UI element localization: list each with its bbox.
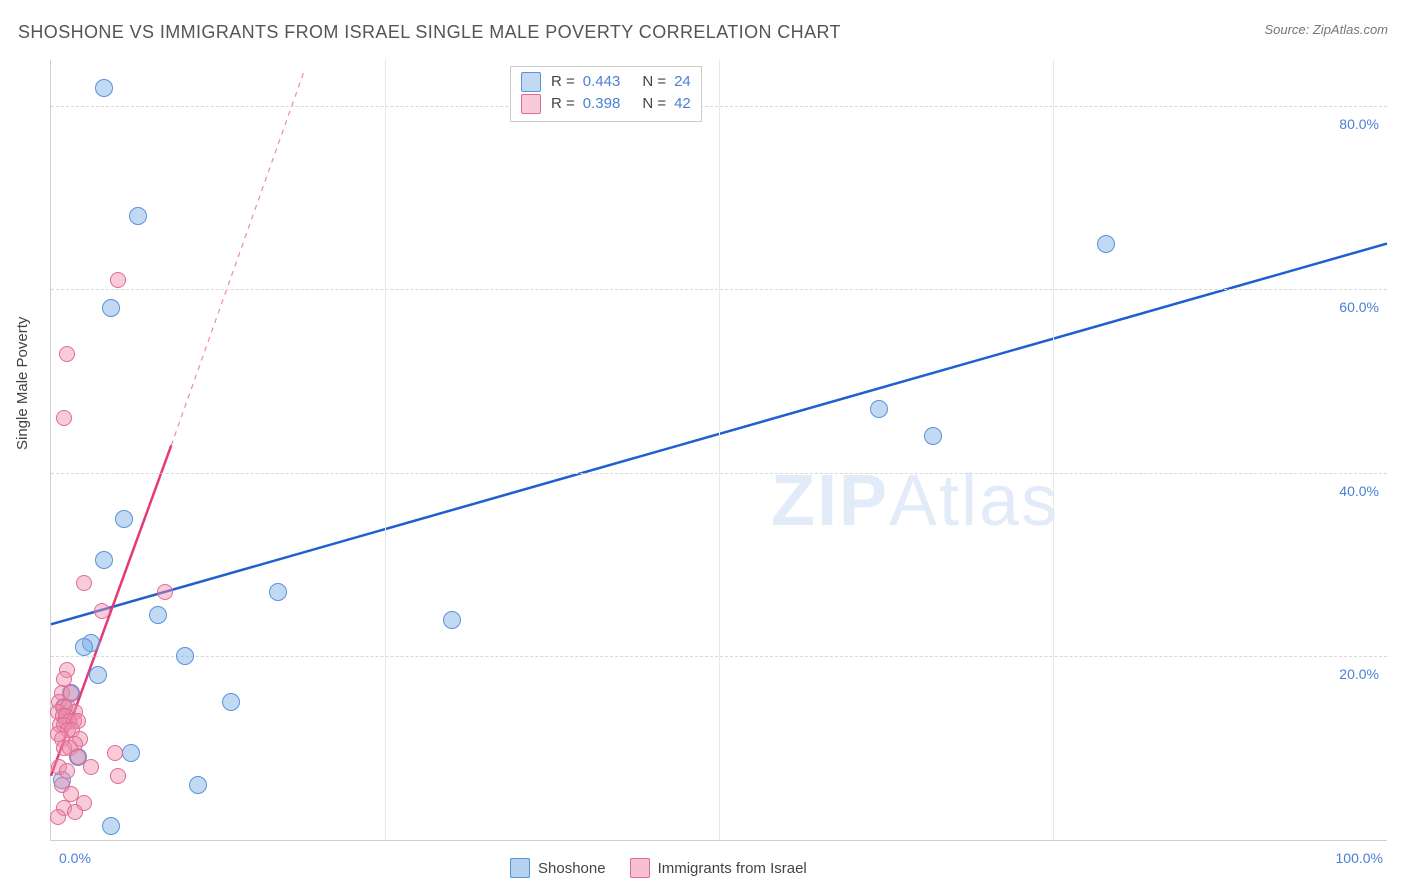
legend-series: Shoshone Immigrants from Israel bbox=[510, 858, 807, 878]
y-tick-label: 20.0% bbox=[1339, 666, 1379, 682]
scatter-point bbox=[67, 804, 83, 820]
scatter-point bbox=[50, 809, 66, 825]
y-tick-label: 40.0% bbox=[1339, 483, 1379, 499]
scatter-point bbox=[76, 575, 92, 591]
x-tick-label-right: 100.0% bbox=[1336, 850, 1383, 866]
r-label: R = bbox=[551, 71, 575, 93]
scatter-point bbox=[924, 427, 942, 445]
scatter-point bbox=[95, 79, 113, 97]
legend-label: Immigrants from Israel bbox=[658, 860, 807, 877]
scatter-point bbox=[110, 272, 126, 288]
legend-swatch bbox=[510, 858, 530, 878]
scatter-point bbox=[89, 666, 107, 684]
n-label: N = bbox=[642, 93, 666, 115]
scatter-point bbox=[83, 759, 99, 775]
legend-stats: R = 0.443 N = 24 R = 0.398 N = 42 bbox=[510, 66, 702, 122]
scatter-point bbox=[870, 400, 888, 418]
scatter-point bbox=[59, 346, 75, 362]
scatter-point bbox=[129, 207, 147, 225]
scatter-point bbox=[107, 745, 123, 761]
scatter-point bbox=[94, 603, 110, 619]
n-value: 24 bbox=[674, 71, 691, 93]
scatter-point bbox=[189, 776, 207, 794]
scatter-point bbox=[149, 606, 167, 624]
scatter-point bbox=[122, 744, 140, 762]
scatter-point bbox=[269, 583, 287, 601]
scatter-point bbox=[222, 693, 240, 711]
chart-container: SHOSHONE VS IMMIGRANTS FROM ISRAEL SINGL… bbox=[0, 0, 1406, 892]
legend-item: Immigrants from Israel bbox=[630, 858, 807, 878]
gridline-v bbox=[385, 60, 386, 840]
scatter-point bbox=[95, 551, 113, 569]
legend-swatch bbox=[521, 94, 541, 114]
legend-stats-row: R = 0.443 N = 24 bbox=[521, 71, 691, 93]
x-tick-label-left: 0.0% bbox=[59, 850, 91, 866]
scatter-point bbox=[75, 638, 93, 656]
scatter-point bbox=[56, 410, 72, 426]
n-label: N = bbox=[642, 71, 666, 93]
scatter-point bbox=[115, 510, 133, 528]
r-value: 0.443 bbox=[583, 71, 621, 93]
scatter-point bbox=[110, 768, 126, 784]
scatter-point bbox=[1097, 235, 1115, 253]
r-label: R = bbox=[551, 93, 575, 115]
scatter-point bbox=[157, 584, 173, 600]
y-tick-label: 60.0% bbox=[1339, 299, 1379, 315]
plot-area: ZIPAtlas 20.0%40.0%60.0%80.0%0.0%100.0% bbox=[50, 60, 1387, 841]
gridline-v bbox=[1053, 60, 1054, 840]
gridline-v bbox=[719, 60, 720, 840]
legend-swatch bbox=[521, 72, 541, 92]
r-value: 0.398 bbox=[583, 93, 621, 115]
legend-swatch bbox=[630, 858, 650, 878]
scatter-point bbox=[443, 611, 461, 629]
n-value: 42 bbox=[674, 93, 691, 115]
scatter-point bbox=[102, 817, 120, 835]
legend-item: Shoshone bbox=[510, 858, 606, 878]
y-axis-label: Single Male Poverty bbox=[14, 317, 31, 450]
chart-title: SHOSHONE VS IMMIGRANTS FROM ISRAEL SINGL… bbox=[18, 22, 841, 43]
legend-stats-row: R = 0.398 N = 42 bbox=[521, 93, 691, 115]
legend-label: Shoshone bbox=[538, 860, 606, 877]
scatter-point bbox=[176, 647, 194, 665]
source-label: Source: ZipAtlas.com bbox=[1264, 22, 1388, 37]
y-tick-label: 80.0% bbox=[1339, 116, 1379, 132]
scatter-point bbox=[102, 299, 120, 317]
